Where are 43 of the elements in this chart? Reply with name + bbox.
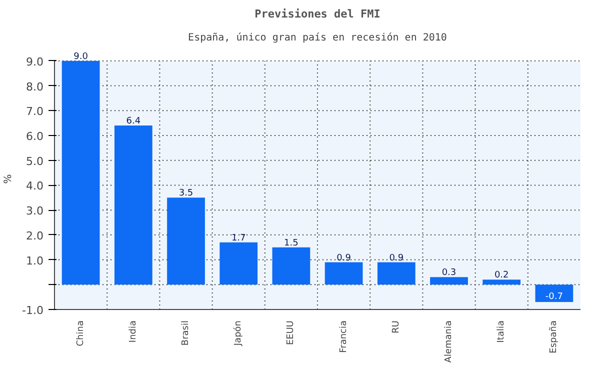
y-tick-label: 7.0 (26, 105, 44, 118)
x-tick-label: China (76, 320, 86, 346)
x-tick-label: Francia (338, 320, 349, 353)
y-tick-label: 1.0 (26, 254, 44, 268)
bar (377, 262, 416, 285)
data-label: 0.9 (336, 253, 352, 264)
bar (220, 242, 258, 285)
data-label: 1.7 (231, 233, 246, 244)
y-axis-title: % (3, 174, 14, 184)
x-tick-label: RU (391, 320, 402, 334)
bar (482, 280, 521, 285)
y-tick-label: -1.0 (22, 304, 44, 317)
x-tick-label: EEUU (286, 320, 296, 346)
data-label: 0.3 (442, 268, 456, 278)
bar (324, 262, 363, 285)
data-label: 9.0 (74, 52, 88, 62)
y-tick-label: 3.0 (26, 204, 44, 218)
x-tick-label: India (128, 320, 138, 343)
x-tick-label: España (549, 320, 560, 354)
bar (535, 284, 574, 302)
x-tick-label: Italia (496, 320, 507, 343)
y-tick-label: 2.0 (26, 229, 44, 242)
data-label: 0.9 (389, 253, 404, 264)
bar (62, 60, 100, 285)
data-label: -0.7 (545, 292, 563, 302)
chart-title: Previsiones del FMI (254, 8, 380, 20)
x-tick-label: Japón (232, 320, 244, 347)
data-label: 1.5 (284, 238, 298, 248)
chart-subtitle: España, único gran país en recesión en 2010 (188, 32, 447, 44)
data-label: 3.5 (178, 188, 194, 199)
x-tick-label: Alemania (444, 320, 454, 363)
bar (114, 126, 152, 285)
y-tick-label: 6.0 (26, 130, 44, 143)
y-tick-label: 4.0 (26, 180, 44, 193)
data-label: 0.2 (494, 270, 509, 281)
x-tick-label: Brasil (181, 320, 191, 346)
bar (430, 277, 468, 285)
bar (167, 198, 205, 285)
data-label: 6.4 (126, 116, 141, 127)
y-tick-label: 8.0 (26, 80, 44, 94)
y-tick-label: 9.0 (26, 55, 44, 68)
y-tick-label: 5.0 (26, 154, 44, 168)
bar (272, 247, 310, 285)
